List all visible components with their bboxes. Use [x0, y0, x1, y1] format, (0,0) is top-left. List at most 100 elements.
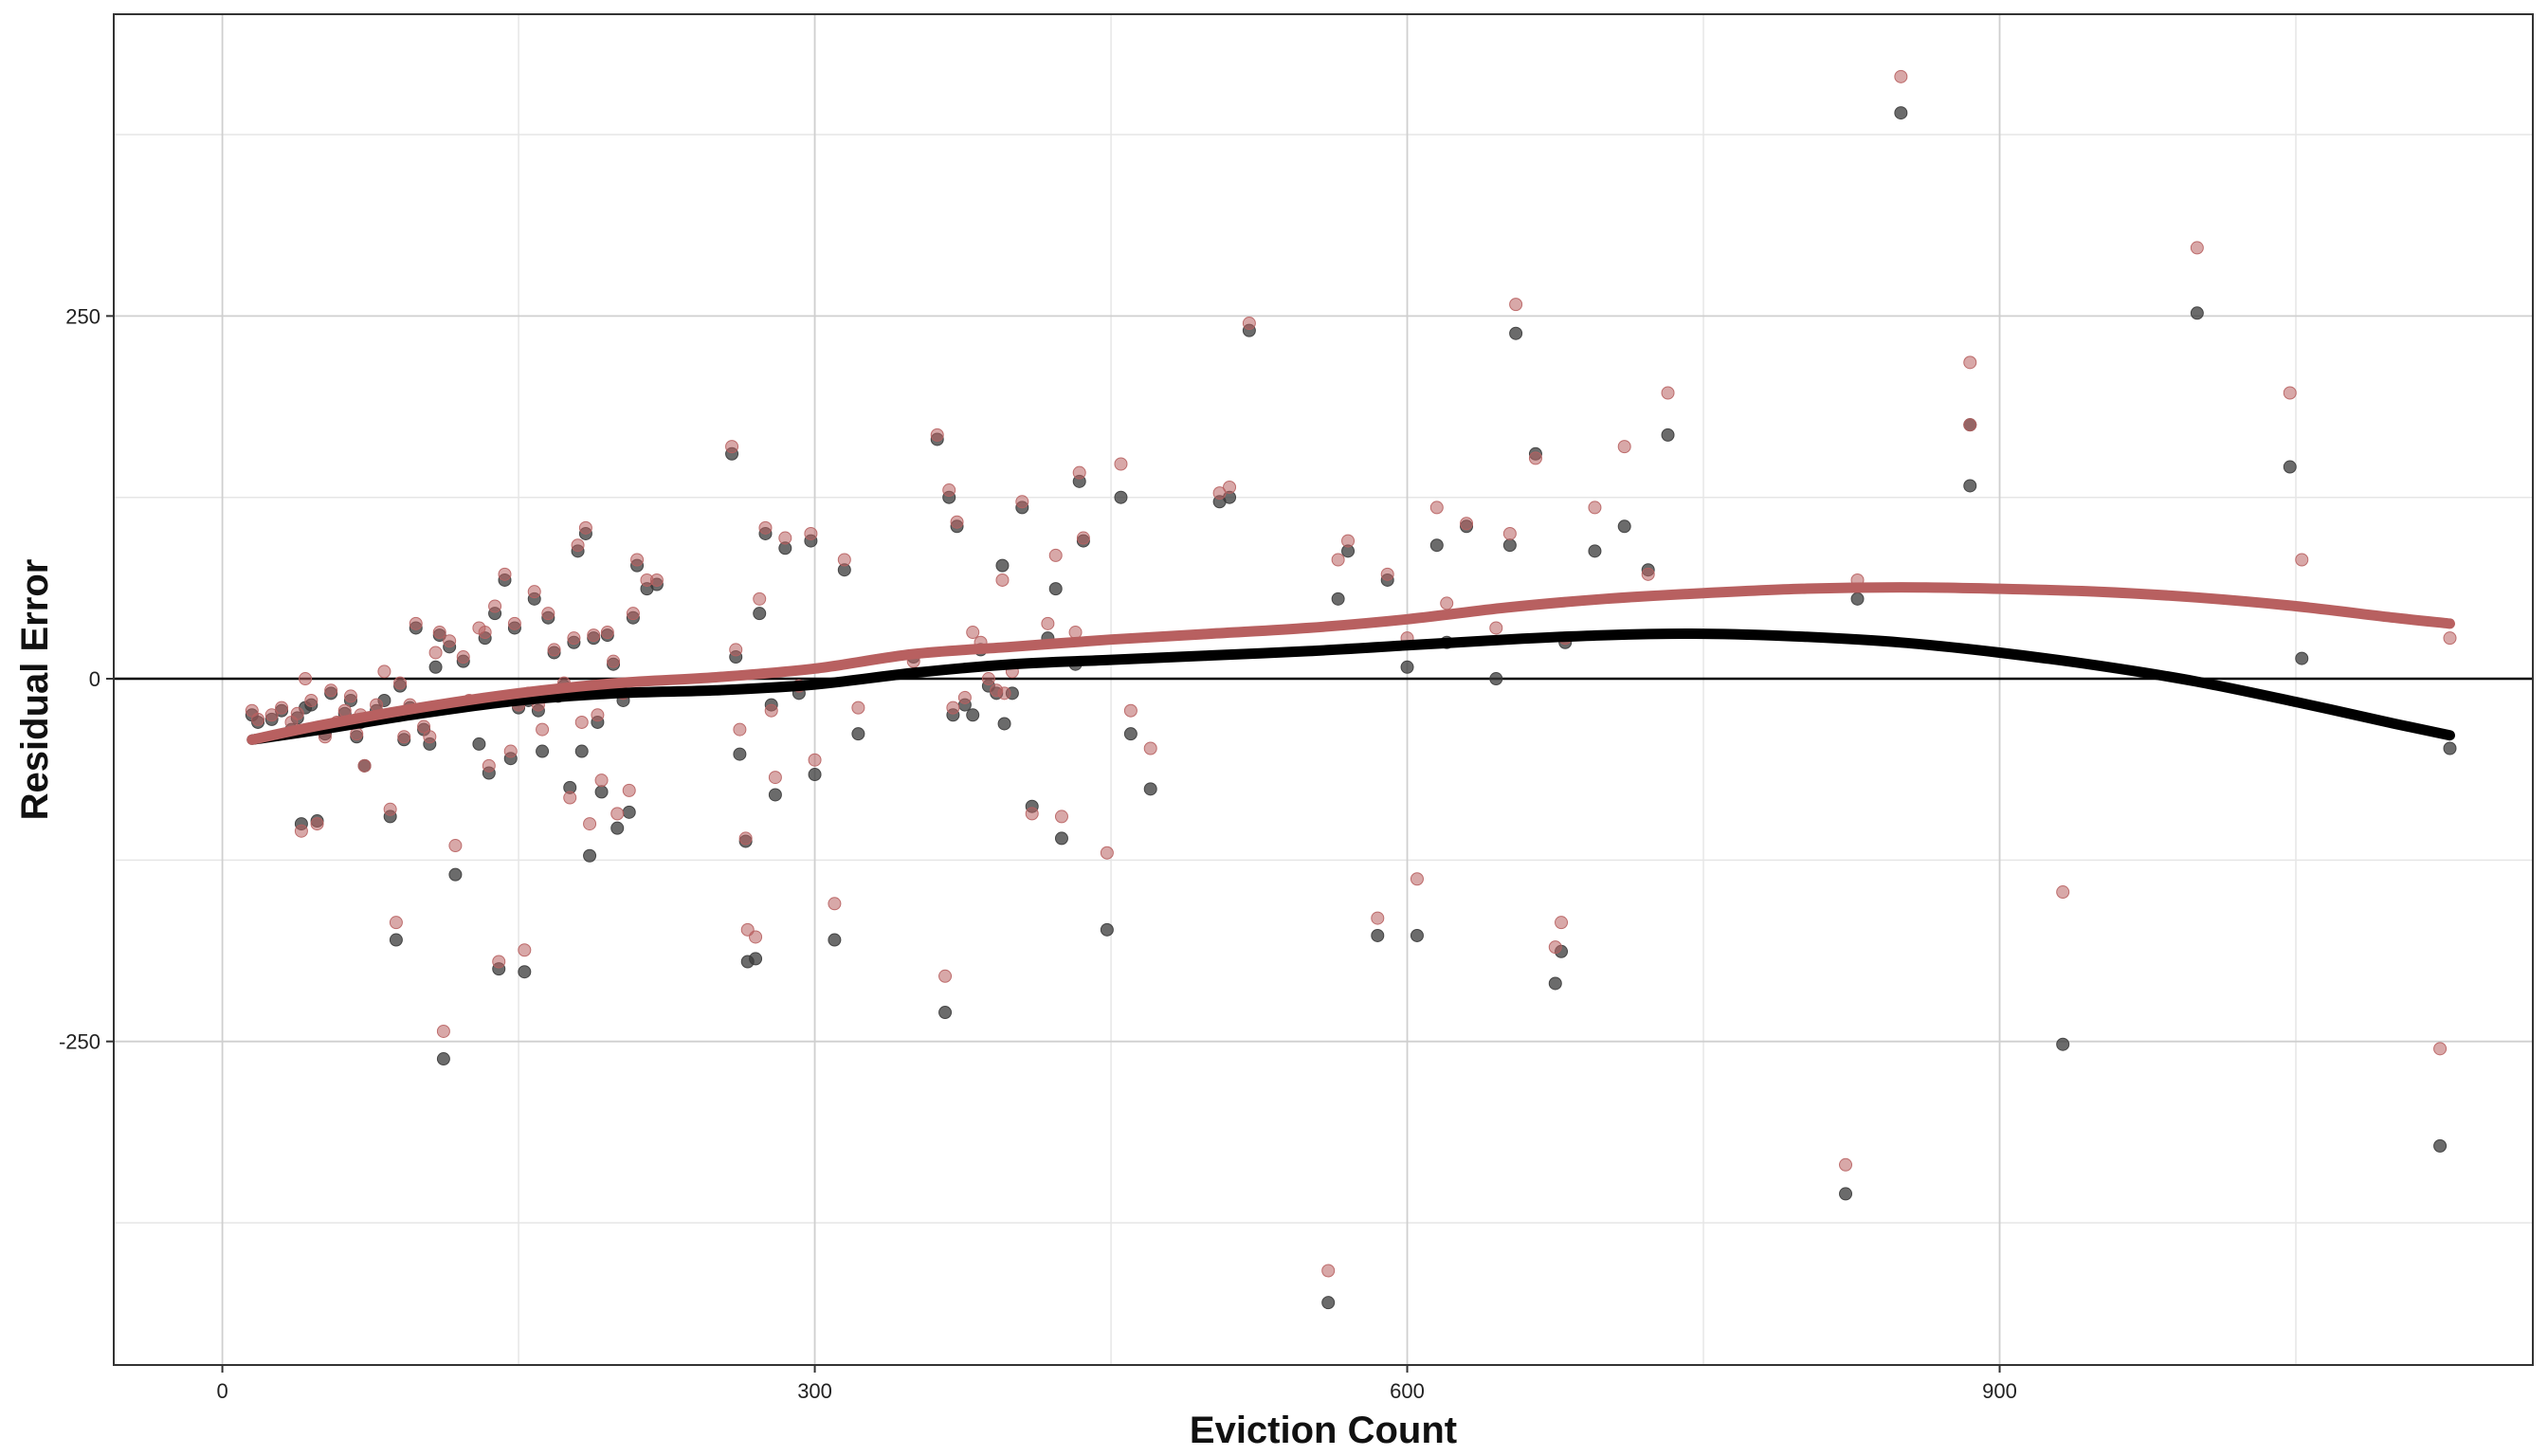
point-series-a	[768, 788, 782, 802]
point-series-a	[2056, 1037, 2070, 1051]
x-tick-label: 0	[216, 1379, 228, 1403]
point-series-a	[2190, 306, 2204, 320]
point-series-b	[758, 520, 773, 535]
point-series-b	[957, 690, 972, 704]
point-series-b	[393, 676, 408, 690]
point-series-b	[1380, 567, 1394, 581]
point-series-b	[1641, 567, 1655, 581]
point-series-b	[547, 643, 561, 657]
point-series-b	[607, 654, 621, 668]
point-series-b	[436, 1024, 450, 1038]
point-series-a	[1548, 976, 1562, 991]
point-series-a	[1588, 544, 1602, 558]
point-series-b	[851, 701, 865, 715]
point-series-a	[828, 933, 842, 947]
point-series-a	[594, 785, 609, 799]
point-series-b	[738, 831, 753, 846]
point-series-a	[622, 805, 636, 819]
point-series-b	[578, 520, 592, 535]
point-series-b	[571, 538, 585, 553]
point-series-a	[1321, 1296, 1336, 1310]
point-series-b	[2295, 553, 2309, 567]
y-tick-label: -250	[59, 1030, 100, 1054]
point-series-b	[1321, 1264, 1336, 1278]
point-series-b	[2443, 631, 2457, 646]
point-series-a	[1410, 928, 1424, 942]
point-series-b	[492, 955, 506, 969]
point-series-b	[749, 930, 763, 944]
point-series-b	[1894, 69, 1908, 83]
point-series-b	[1212, 486, 1227, 500]
point-series-b	[563, 791, 577, 805]
point-series-a	[518, 965, 532, 979]
point-series-b	[1548, 940, 1562, 955]
y-axis-title: Residual Error	[14, 559, 56, 821]
point-series-b	[1963, 418, 1977, 432]
point-series-b	[1331, 553, 1345, 567]
point-series-a	[610, 821, 625, 835]
point-series-b	[938, 969, 953, 983]
point-series-b	[251, 712, 265, 726]
plot-border	[113, 13, 2534, 1366]
point-series-a	[749, 952, 763, 966]
point-series-a	[574, 744, 589, 758]
point-series-b	[997, 686, 1011, 701]
point-series-b	[1371, 911, 1385, 925]
point-series-b	[290, 706, 304, 720]
point-series-b	[1617, 440, 1631, 454]
point-series-b	[1460, 517, 1474, 531]
point-series-a	[536, 744, 550, 758]
point-series-b	[1839, 1157, 1853, 1172]
point-series-b	[753, 592, 767, 606]
point-series-b	[377, 664, 391, 679]
point-series-a	[1143, 782, 1157, 796]
point-series-b	[443, 634, 457, 648]
point-series-b	[567, 631, 581, 646]
point-series-a	[1489, 672, 1503, 686]
point-series-b	[1072, 465, 1086, 480]
point-series-b	[1041, 616, 1055, 630]
point-series-a	[1400, 660, 1414, 674]
point-series-b	[1555, 916, 1569, 930]
point-series-b	[1440, 596, 1454, 610]
point-series-b	[428, 646, 443, 660]
point-series-b	[304, 693, 318, 707]
point-series-b	[2283, 386, 2297, 400]
point-series-b	[294, 824, 308, 838]
point-series-b	[778, 531, 792, 545]
point-series-a	[1617, 519, 1631, 534]
point-series-b	[725, 440, 739, 454]
point-series-b	[389, 916, 403, 930]
point-series-b	[1242, 317, 1256, 331]
point-series-b	[299, 672, 313, 686]
point-series-b	[507, 616, 521, 630]
point-series-a	[389, 933, 403, 947]
point-series-a	[753, 607, 767, 621]
point-series-b	[981, 672, 995, 686]
point-series-b	[1143, 741, 1157, 755]
point-series-b	[343, 689, 357, 703]
point-series-b	[478, 626, 492, 640]
point-series-a	[428, 660, 443, 674]
point-series-b	[1489, 621, 1503, 635]
point-series-b	[837, 553, 851, 567]
point-series-b	[527, 585, 541, 599]
point-series-b	[1509, 298, 1523, 312]
point-series-a	[1371, 928, 1385, 942]
point-series-a	[472, 737, 486, 751]
point-series-b	[966, 626, 980, 640]
point-series-a	[1429, 538, 1444, 553]
x-tick-label: 300	[797, 1379, 832, 1403]
point-series-b	[768, 771, 782, 785]
x-tick-label: 600	[1390, 1379, 1425, 1403]
point-series-b	[1963, 355, 1977, 370]
point-series-a	[448, 867, 463, 882]
minor-gridlines	[114, 14, 2533, 1365]
point-series-b	[574, 715, 589, 729]
point-series-b	[541, 607, 555, 621]
point-series-a	[1048, 582, 1063, 596]
point-series-b	[383, 802, 397, 816]
smooth-line-series-b	[246, 582, 2455, 745]
point-series-b	[1429, 500, 1444, 515]
